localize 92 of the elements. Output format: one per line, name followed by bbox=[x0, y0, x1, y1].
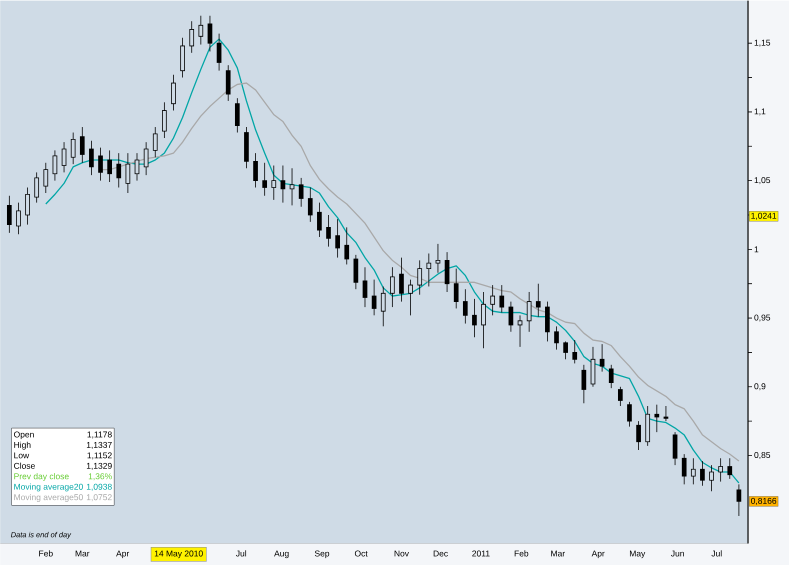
text: Moving average20 bbox=[14, 483, 83, 492]
candlestick bbox=[545, 300, 550, 342]
candlestick bbox=[89, 140, 94, 176]
candlestick bbox=[271, 164, 276, 200]
annotation: 1,0752 bbox=[86, 494, 112, 501]
x-tick-label: Aug bbox=[274, 550, 289, 558]
x-tick-label: Mar bbox=[76, 550, 90, 556]
candlestick bbox=[627, 401, 632, 427]
candlestick bbox=[508, 300, 514, 332]
x-tick-label: 2011 bbox=[472, 550, 490, 556]
candlestick bbox=[335, 218, 340, 258]
candlestick bbox=[372, 278, 376, 316]
annotation: 1,1178 bbox=[88, 431, 112, 438]
x-tick-label: Jul bbox=[711, 550, 722, 556]
x-tick-label: Dec bbox=[434, 550, 448, 556]
candlestick bbox=[326, 214, 331, 247]
x-tick-label: Feb bbox=[39, 550, 53, 556]
candlestick bbox=[600, 344, 604, 372]
x-tick-label: Jun bbox=[670, 550, 684, 556]
candlestick bbox=[216, 32, 222, 71]
candlestick bbox=[98, 147, 103, 181]
annotation: Open bbox=[14, 431, 34, 439]
candlestick bbox=[144, 142, 148, 176]
candlestick bbox=[481, 291, 486, 348]
candlestick bbox=[736, 484, 742, 516]
x-tick-label: Apr bbox=[592, 550, 605, 558]
candlestick bbox=[654, 404, 660, 432]
candlestick bbox=[362, 266, 368, 308]
annotation: 1,36% bbox=[88, 473, 112, 480]
candlestick bbox=[290, 168, 294, 206]
y-tick-label: 1,05 bbox=[754, 176, 770, 184]
x-tick-label: Mar bbox=[551, 550, 565, 556]
candlestick bbox=[563, 340, 568, 360]
y-tick-label: 0,85 bbox=[754, 452, 770, 459]
annotation: 1,0241 bbox=[751, 212, 776, 220]
candlestick bbox=[518, 314, 522, 348]
candlestick bbox=[134, 152, 140, 181]
candlestick bbox=[700, 460, 705, 486]
y-tick-label: 1,1 bbox=[754, 108, 766, 116]
candlestick bbox=[116, 152, 122, 188]
y-tick-label: 1 bbox=[754, 246, 758, 252]
candlestick bbox=[354, 254, 358, 290]
candlestick bbox=[426, 252, 432, 287]
y-tick-label: 0,95 bbox=[754, 314, 770, 322]
y-tick-label: 1,15 bbox=[754, 40, 770, 46]
candlestick bbox=[590, 346, 596, 387]
candlestick bbox=[672, 432, 678, 466]
candlestick bbox=[52, 150, 58, 181]
candlestick bbox=[25, 186, 30, 225]
candlestick bbox=[126, 152, 130, 194]
candlestick bbox=[16, 202, 21, 234]
candlestick bbox=[444, 251, 450, 292]
annotation: 1,1329 bbox=[86, 462, 112, 470]
candlestick bbox=[62, 142, 66, 173]
x-tick-label: Nov bbox=[394, 550, 409, 556]
annotation: Prev day close bbox=[14, 472, 69, 481]
text: Moving average50 bbox=[14, 494, 83, 502]
candlestick bbox=[317, 202, 322, 238]
candlestick bbox=[490, 284, 496, 316]
candlestick bbox=[436, 243, 440, 273]
candlestick bbox=[582, 364, 586, 404]
candlestick bbox=[253, 152, 258, 188]
candlestick bbox=[408, 278, 413, 316]
y-tick-label: 0,9 bbox=[754, 383, 766, 390]
x-tick-label: May bbox=[630, 550, 646, 558]
annotation: 1,1337 bbox=[86, 442, 112, 449]
candlestick bbox=[390, 266, 395, 308]
candlestick bbox=[244, 126, 249, 168]
x-tick-label: Jul bbox=[236, 550, 246, 556]
candlestick bbox=[180, 37, 185, 78]
candlestick bbox=[554, 326, 559, 350]
candlestick bbox=[636, 420, 641, 450]
annotation: 1,0938 bbox=[86, 484, 112, 491]
candlestick bbox=[472, 298, 477, 338]
candlestick bbox=[162, 102, 167, 138]
candlestick bbox=[208, 15, 212, 52]
candlestick bbox=[536, 283, 541, 317]
x-tick-label: Apr bbox=[116, 550, 130, 558]
annotation: 1,1152 bbox=[88, 452, 112, 460]
x-tick-label: Oct bbox=[354, 550, 368, 556]
annotation: Close bbox=[14, 462, 35, 469]
candlestick bbox=[280, 164, 286, 203]
annotation: Low bbox=[14, 452, 30, 458]
candlestick bbox=[709, 464, 714, 492]
candlestick bbox=[399, 256, 404, 302]
annotation: High bbox=[14, 441, 30, 450]
annotation: 0,8166 bbox=[751, 498, 776, 505]
candlestick bbox=[526, 291, 532, 332]
candlestick bbox=[107, 150, 112, 182]
candlestick bbox=[171, 74, 176, 111]
x-tick-label: Sep bbox=[314, 550, 330, 558]
x-tick-label: Feb bbox=[514, 550, 528, 556]
